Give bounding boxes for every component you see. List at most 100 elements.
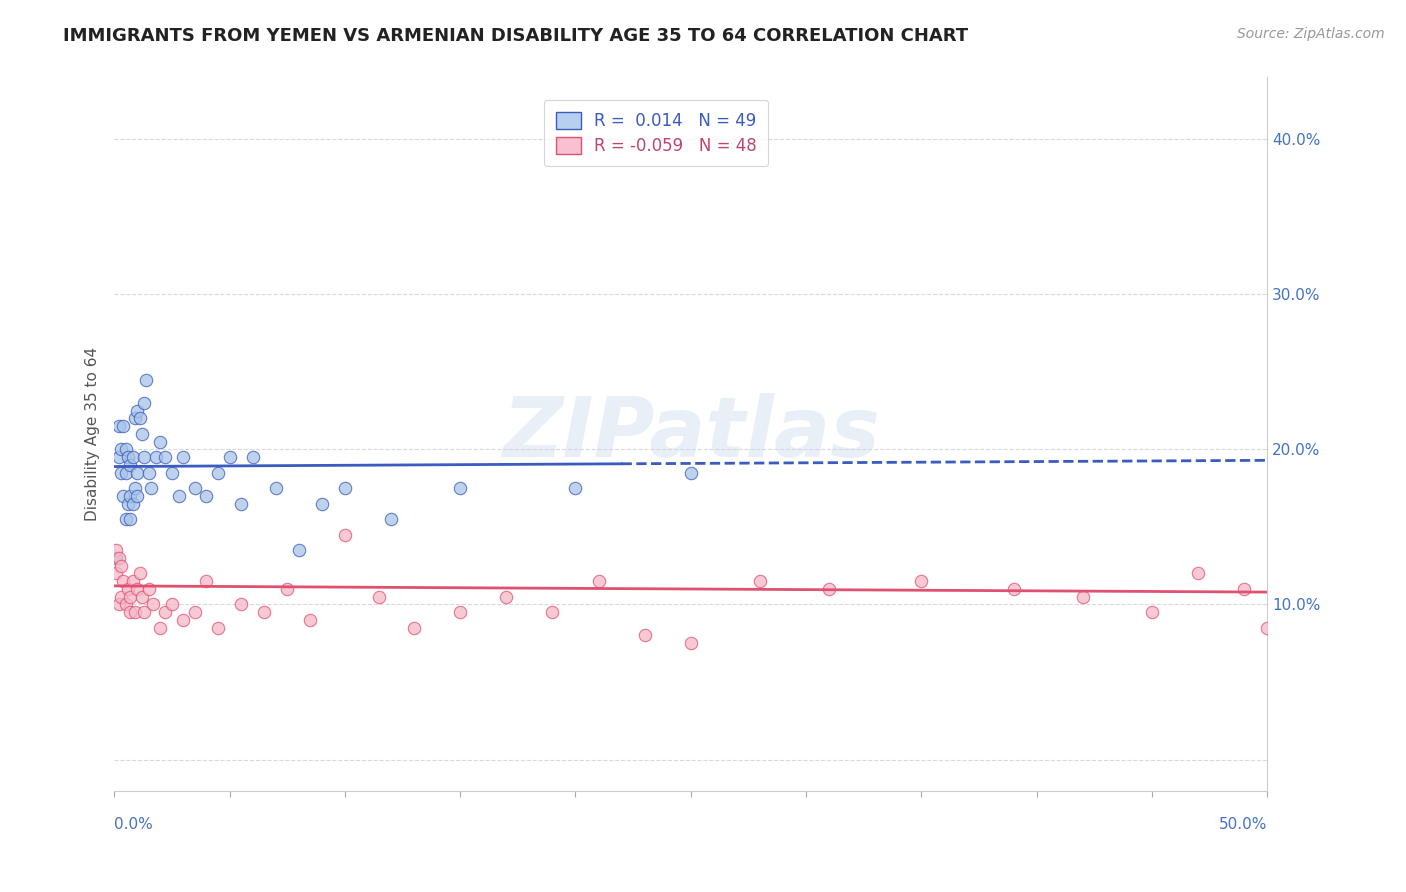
Point <box>105 543 128 558</box>
Point <box>276 582 298 596</box>
Point <box>112 489 135 503</box>
Point <box>105 566 128 581</box>
Point <box>749 574 772 589</box>
Point <box>114 442 136 457</box>
Text: 0.0%: 0.0% <box>114 817 153 832</box>
Point <box>333 527 356 541</box>
Point <box>172 613 194 627</box>
Text: 50.0%: 50.0% <box>1219 817 1267 832</box>
Point <box>633 628 655 642</box>
Point <box>107 419 129 434</box>
Point <box>121 497 143 511</box>
Point <box>153 605 176 619</box>
Point <box>160 466 183 480</box>
Point <box>287 543 309 558</box>
Point <box>142 598 165 612</box>
Point <box>112 419 135 434</box>
Point <box>134 450 156 465</box>
Point <box>120 512 142 526</box>
Point <box>184 481 207 495</box>
Point <box>107 551 129 566</box>
Point <box>145 450 167 465</box>
Point <box>114 466 136 480</box>
Point <box>138 582 160 596</box>
Point <box>120 605 142 619</box>
Point <box>105 551 128 566</box>
Point <box>127 466 149 480</box>
Point <box>311 497 333 511</box>
Point <box>153 450 176 465</box>
Point <box>110 558 132 573</box>
Point <box>149 434 172 449</box>
Point <box>110 466 132 480</box>
Point <box>124 411 146 425</box>
Point <box>127 489 149 503</box>
Point <box>160 598 183 612</box>
Point <box>131 427 153 442</box>
Point <box>299 613 322 627</box>
Point <box>541 605 564 619</box>
Point <box>110 442 132 457</box>
Point <box>131 590 153 604</box>
Point <box>818 582 841 596</box>
Point <box>207 466 229 480</box>
Point <box>167 489 190 503</box>
Point <box>138 466 160 480</box>
Point <box>679 636 702 650</box>
Point <box>910 574 932 589</box>
Point <box>195 489 218 503</box>
Point <box>253 605 276 619</box>
Point <box>127 582 149 596</box>
Point <box>1071 590 1094 604</box>
Point <box>117 582 139 596</box>
Point <box>127 403 149 417</box>
Point <box>195 574 218 589</box>
Point <box>120 458 142 472</box>
Point <box>368 590 391 604</box>
Point <box>218 450 240 465</box>
Point <box>1233 582 1256 596</box>
Point <box>121 574 143 589</box>
Point <box>172 450 194 465</box>
Point <box>120 590 142 604</box>
Point <box>134 605 156 619</box>
Y-axis label: Disability Age 35 to 64: Disability Age 35 to 64 <box>86 347 100 521</box>
Text: Source: ZipAtlas.com: Source: ZipAtlas.com <box>1237 27 1385 41</box>
Point <box>124 605 146 619</box>
Point <box>120 489 142 503</box>
Point <box>114 512 136 526</box>
Point <box>112 574 135 589</box>
Point <box>402 621 425 635</box>
Point <box>107 450 129 465</box>
Point <box>588 574 610 589</box>
Point <box>110 590 132 604</box>
Point <box>1256 621 1278 635</box>
Point <box>229 497 252 511</box>
Point <box>564 481 586 495</box>
Point <box>449 481 471 495</box>
Point <box>495 590 517 604</box>
Point <box>107 598 129 612</box>
Point <box>139 481 162 495</box>
Point <box>333 481 356 495</box>
Point <box>117 497 139 511</box>
Point <box>242 450 264 465</box>
Legend: R =  0.014   N = 49, R = -0.059   N = 48: R = 0.014 N = 49, R = -0.059 N = 48 <box>544 100 768 167</box>
Point <box>207 621 229 635</box>
Point <box>114 598 136 612</box>
Point <box>128 411 150 425</box>
Point <box>117 450 139 465</box>
Point <box>679 466 702 480</box>
Point <box>128 566 150 581</box>
Text: ZIPatlas: ZIPatlas <box>502 393 880 475</box>
Point <box>149 621 172 635</box>
Point <box>1187 566 1209 581</box>
Text: IMMIGRANTS FROM YEMEN VS ARMENIAN DISABILITY AGE 35 TO 64 CORRELATION CHART: IMMIGRANTS FROM YEMEN VS ARMENIAN DISABI… <box>63 27 969 45</box>
Point <box>134 396 156 410</box>
Point <box>121 450 143 465</box>
Point <box>264 481 287 495</box>
Point <box>1002 582 1025 596</box>
Point <box>449 605 471 619</box>
Point <box>184 605 207 619</box>
Point <box>229 598 252 612</box>
